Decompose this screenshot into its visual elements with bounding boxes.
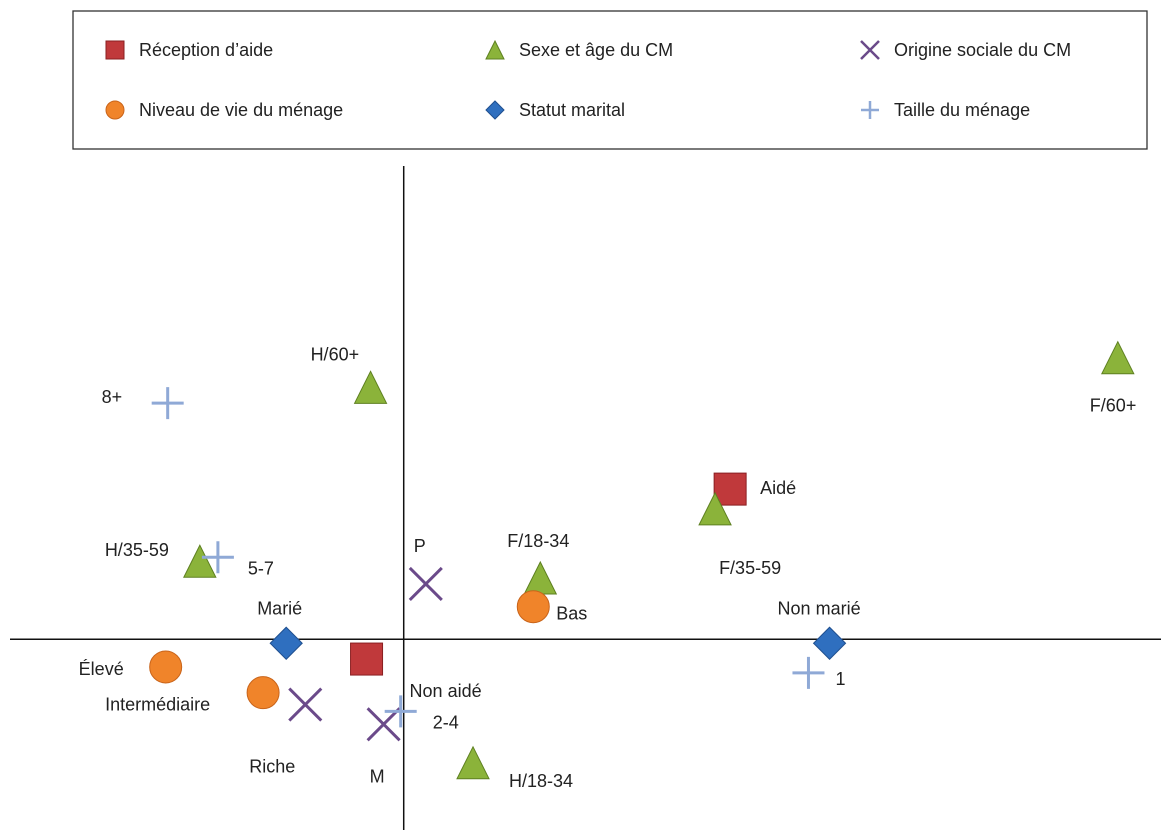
point-p — [408, 566, 443, 602]
point-label-non-aide: Non aidé — [410, 681, 482, 701]
legend-marker-reception-d-aide — [105, 40, 125, 60]
point-label-f-35-59: F/35-59 — [719, 558, 781, 578]
legend-label-reception-d-aide: Réception d’aide — [139, 40, 273, 60]
point-label-p: P — [414, 536, 426, 556]
point-f-35-59 — [698, 491, 732, 526]
point-label-h-35-59: H/35-59 — [105, 540, 169, 560]
series-niveau-de-vie-du-menage: Bas Élevé Intermédiaire — [79, 590, 587, 715]
legend-label-origine-sociale-du-cm: Origine sociale du CM — [894, 40, 1071, 60]
point-f-18-34 — [523, 560, 558, 595]
point-intermediaire — [246, 676, 280, 710]
point-label-non-marie: Non marié — [778, 598, 861, 618]
point-label-f-60: F/60+ — [1090, 396, 1137, 416]
point-5-7 — [201, 541, 234, 574]
legend-item-sexe-et-age-du-cm: Sexe et âge du CM — [485, 39, 673, 60]
series-taille-du-menage: 8+ 5-7 1 2-4 — [102, 387, 846, 732]
point-marie — [269, 626, 303, 660]
point-riche — [288, 687, 323, 722]
legend-marker-statut-marital — [485, 100, 505, 120]
plot-area: Aidé Non aidé F/60+ H/60+ F/35-59 H/35-59 F/18… — [79, 340, 1137, 791]
legend-marker-sexe-et-age-du-cm — [485, 39, 505, 60]
axes — [10, 166, 1161, 830]
point-bas — [516, 590, 550, 624]
legend-label-taille-du-menage: Taille du ménage — [894, 100, 1030, 120]
point-label-2-4: 2-4 — [433, 712, 459, 732]
point-label-intermediaire: Intermédiaire — [105, 695, 210, 715]
point-label-bas: Bas — [556, 604, 587, 624]
legend-item-reception-d-aide: Réception d’aide — [105, 40, 273, 60]
legend-item-taille-du-menage: Taille du ménage — [861, 100, 1030, 120]
legend-marker-niveau-de-vie-du-menage — [105, 100, 125, 120]
point-label-m: M — [370, 766, 385, 786]
point-f-60 — [1101, 340, 1135, 375]
point-1 — [792, 656, 825, 689]
legend-label-niveau-de-vie-du-menage: Niveau de vie du ménage — [139, 100, 343, 120]
point-m — [366, 707, 401, 742]
legend-item-origine-sociale-du-cm: Origine sociale du CM — [860, 40, 1071, 60]
point-label-f-18-34: F/18-34 — [507, 531, 569, 551]
point-label-8: 8+ — [102, 387, 123, 407]
point-eleve — [149, 650, 183, 684]
point-h-35-59 — [183, 544, 217, 578]
point-2-4 — [384, 695, 417, 728]
legend-item-statut-marital: Statut marital — [485, 100, 625, 120]
point-h-60 — [353, 370, 388, 404]
point-h-18-34 — [456, 745, 490, 780]
point-label-h-18-34: H/18-34 — [509, 771, 573, 791]
point-label-1: 1 — [835, 669, 845, 689]
series-reception-d-aide: Aidé Non aidé — [350, 472, 796, 701]
point-aide — [713, 472, 747, 506]
legend-marker-taille-du-menage — [861, 101, 879, 119]
point-label-h-60: H/60+ — [311, 344, 360, 364]
point-label-riche: Riche — [249, 757, 295, 777]
legend-marker-origine-sociale-du-cm — [860, 40, 880, 60]
legend-label-sexe-et-age-du-cm: Sexe et âge du CM — [519, 40, 673, 60]
point-label-eleve: Élevé — [79, 659, 124, 679]
series-statut-marital: Marié Non marié — [257, 598, 861, 660]
point-label-aide: Aidé — [760, 478, 796, 498]
legend: Réception d’aide Sexe et âge du CM Origine… — [72, 10, 1148, 150]
point-non-aide — [350, 642, 384, 676]
series-sexe-et-age-du-cm: F/60+ H/60+ F/35-59 H/35-59 F/18-34 H/18-34 — [105, 340, 1137, 791]
point-8 — [151, 387, 184, 420]
legend-item-niveau-de-vie-du-menage: Niveau de vie du ménage — [105, 100, 343, 120]
point-non-marie — [812, 626, 847, 660]
point-label-marie: Marié — [257, 598, 302, 618]
legend-label-statut-marital: Statut marital — [519, 100, 625, 120]
point-label-5-7: 5-7 — [248, 558, 274, 578]
legend-frame — [72, 10, 1148, 150]
series-origine-sociale-du-cm: P Riche M — [249, 536, 443, 786]
